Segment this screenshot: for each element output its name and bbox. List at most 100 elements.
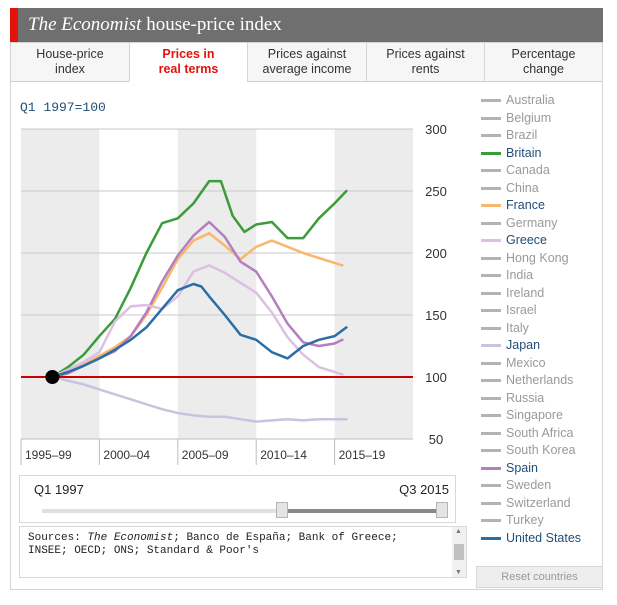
legend-item-singapore[interactable]: Singapore xyxy=(481,407,601,425)
tab-prices-real-terms[interactable]: Prices in real terms xyxy=(129,42,248,82)
legend-item-switzerland[interactable]: Switzerland xyxy=(481,495,601,513)
legend-swatch xyxy=(481,99,501,102)
chart-header: The Economist house-price index xyxy=(10,8,603,42)
x-band-shade xyxy=(21,129,100,439)
series-line-greece xyxy=(51,264,344,379)
legend-swatch xyxy=(481,484,501,487)
tab-label-line1: Prices in xyxy=(162,47,215,61)
legend-label: Greece xyxy=(506,233,547,247)
y-tick-label: 250 xyxy=(425,184,447,199)
legend-item-brazil[interactable]: Brazil xyxy=(481,127,601,145)
legend-swatch xyxy=(481,221,501,225)
legend-swatch xyxy=(481,519,501,522)
sources-scrollbar[interactable]: ▲ ▼ xyxy=(452,527,466,577)
legend-item-ireland[interactable]: Ireland xyxy=(481,285,601,303)
legend-label: Singapore xyxy=(506,408,563,422)
legend-swatch xyxy=(481,326,501,330)
legend-item-canada[interactable]: Canada xyxy=(481,162,601,180)
scroll-up-arrow-icon[interactable]: ▲ xyxy=(455,528,462,535)
legend-swatch xyxy=(481,151,501,155)
legend-item-south-korea[interactable]: South Korea xyxy=(481,442,601,460)
legend-swatch xyxy=(481,361,501,365)
legend-item-italy[interactable]: Italy xyxy=(481,320,601,338)
scroll-down-arrow-icon[interactable]: ▼ xyxy=(455,569,462,576)
legend-swatch xyxy=(481,116,501,120)
legend-item-netherlands[interactable]: Netherlands xyxy=(481,372,601,390)
legend-item-japan[interactable]: Japan xyxy=(481,337,601,355)
x-tick-label: 1995–99 xyxy=(25,448,72,462)
legend-item-india[interactable]: India xyxy=(481,267,601,285)
x-tick-label: 2000–04 xyxy=(103,448,150,462)
chart-panel xyxy=(10,82,603,590)
legend-item-sweden[interactable]: Sweden xyxy=(481,477,601,495)
legend-label: Russia xyxy=(506,390,545,405)
legend-label: South Korea xyxy=(506,443,576,457)
slider-selected-range xyxy=(282,509,440,513)
legend-item-greece[interactable]: Greece xyxy=(481,232,601,250)
x-band-shade xyxy=(334,129,413,439)
legend-swatch xyxy=(481,501,501,505)
tab-bar: House-price index Prices in real terms Pri… xyxy=(10,42,603,82)
slider-left-handle[interactable] xyxy=(276,502,288,518)
tab-prices-against-income[interactable]: Prices against average income xyxy=(247,42,367,82)
legend-label: Ireland xyxy=(506,285,545,300)
x-tick-label: 2015–19 xyxy=(339,448,386,462)
country-legend: Australia Belgium Brazil Britain Canada China… xyxy=(481,92,601,547)
y-tick-label: 200 xyxy=(425,246,447,261)
sources-text: Sources: The Economist; Banco de España;… xyxy=(28,532,438,558)
legend-item-hong-kong[interactable]: Hong Kong xyxy=(481,250,601,268)
y-tick-label: 100 xyxy=(425,370,447,385)
legend-item-united-states[interactable]: United States xyxy=(481,530,601,548)
legend-item-germany[interactable]: Germany xyxy=(481,215,601,233)
legend-label: Australia xyxy=(506,93,555,107)
legend-swatch xyxy=(481,169,501,172)
legend-label: Sweden xyxy=(506,478,552,492)
legend-label: Netherlands xyxy=(506,373,574,387)
slider-track[interactable] xyxy=(42,509,447,513)
title-rest: house-price index xyxy=(141,14,282,35)
legend-item-israel[interactable]: Israel xyxy=(481,302,601,320)
tab-label-line1: House-price xyxy=(36,47,104,61)
legend-item-mexico[interactable]: Mexico xyxy=(481,355,601,373)
scroll-thumb[interactable] xyxy=(454,544,464,560)
legend-swatch xyxy=(481,186,501,190)
sources-italic: The Economist xyxy=(87,532,174,544)
legend-label: Italy xyxy=(506,320,529,335)
legend-item-belgium[interactable]: Belgium xyxy=(481,110,601,128)
tab-label-line2: real terms xyxy=(158,62,219,76)
slider-right-handle[interactable] xyxy=(436,502,448,518)
legend-item-france[interactable]: France xyxy=(481,197,601,215)
date-range-slider: Q1 1997 Q3 2015 xyxy=(19,475,456,523)
legend-item-russia[interactable]: Russia xyxy=(481,390,601,408)
legend-label: South Africa xyxy=(506,425,574,440)
legend-swatch xyxy=(481,204,501,207)
slider-start-label: Q1 1997 xyxy=(34,482,84,497)
legend-label: Mexico xyxy=(506,355,546,370)
sources-box: Sources: The Economist; Banco de España;… xyxy=(19,526,467,578)
x-tick-label: 2005–09 xyxy=(182,448,229,462)
legend-swatch xyxy=(481,431,501,435)
tab-label-line2: rents xyxy=(411,62,440,76)
legend-label: Britain xyxy=(506,145,542,160)
legend-swatch xyxy=(481,239,501,242)
legend-label: India xyxy=(506,268,534,282)
legend-item-china[interactable]: China xyxy=(481,180,601,198)
legend-label: Japan xyxy=(506,338,541,352)
legend-item-turkey[interactable]: Turkey xyxy=(481,512,601,530)
x-tick-label: 2010–14 xyxy=(260,448,307,462)
legend-label: Hong Kong xyxy=(506,250,569,265)
legend-item-spain[interactable]: Spain xyxy=(481,460,601,478)
y-tick-label: 50 xyxy=(429,432,443,447)
legend-swatch xyxy=(481,379,501,382)
reset-countries-button[interactable]: Reset countries xyxy=(476,566,603,588)
legend-swatch xyxy=(481,309,501,312)
slider-end-label: Q3 2015 xyxy=(399,482,449,497)
sources-rest: ; Banco de España; Bank of Greece; INSEE… xyxy=(28,532,398,557)
legend-item-australia[interactable]: Australia xyxy=(481,92,601,110)
legend-item-south-africa[interactable]: South Africa xyxy=(481,425,601,443)
legend-label: Brazil xyxy=(506,128,538,142)
tab-percentage-change[interactable]: Percentage change xyxy=(484,42,603,82)
tab-prices-against-rents[interactable]: Prices against rents xyxy=(366,42,485,82)
y-tick-label: 300 xyxy=(425,122,447,137)
legend-item-britain[interactable]: Britain xyxy=(481,145,601,163)
